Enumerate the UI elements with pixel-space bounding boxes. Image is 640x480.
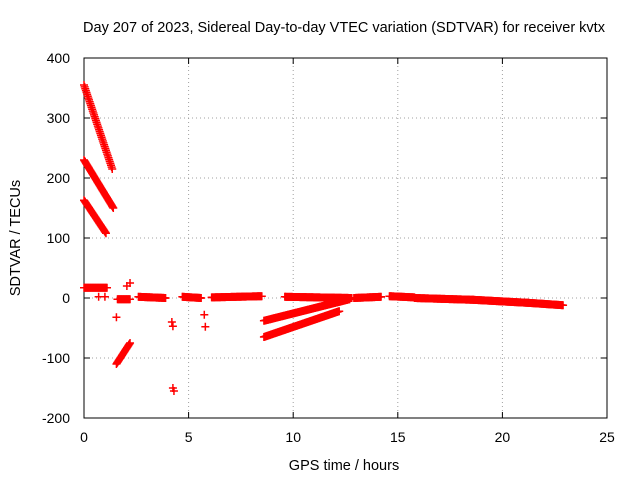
- data-point: [126, 339, 135, 347]
- data-point: [200, 310, 209, 319]
- y-tick-label: -200: [42, 410, 70, 426]
- data-point: [126, 279, 135, 287]
- y-tick-label: -100: [42, 350, 70, 366]
- x-tick-label: 5: [185, 429, 193, 445]
- y-tick-label: 100: [47, 230, 71, 246]
- x-tick-label: 20: [495, 429, 511, 445]
- series-pass-q: [523, 298, 568, 310]
- y-tick-label: 400: [47, 50, 71, 66]
- data-points: [80, 81, 568, 395]
- series-pass-g: [134, 292, 170, 302]
- data-point: [197, 294, 206, 302]
- data-point: [257, 292, 266, 301]
- data-point: [335, 307, 344, 316]
- chart-title: Day 207 of 2023, Sidereal Day-to-day VTE…: [83, 20, 606, 36]
- series-pass-k: [259, 307, 344, 341]
- series-pass-o: [410, 294, 478, 304]
- x-tick-label: 15: [390, 429, 406, 445]
- data-point: [345, 295, 354, 304]
- axis-ticks: [83, 57, 608, 419]
- series-pass-m: [349, 292, 386, 302]
- x-tick-label: 10: [285, 429, 301, 445]
- y-tick-label: 300: [47, 110, 71, 126]
- series-pass-i: [207, 292, 266, 302]
- series-pass-b: [80, 156, 118, 212]
- series-pass-p: [469, 295, 532, 307]
- series-pass-f: [113, 295, 135, 304]
- data-point: [161, 294, 170, 302]
- y-tick-labels: -200 -100 0 100 200 300 400: [42, 50, 70, 426]
- x-tick-labels: 0 5 10 15 20 25: [80, 429, 615, 445]
- data-point: [108, 165, 117, 173]
- series-pass-h: [178, 292, 206, 302]
- x-tick-label: 0: [80, 429, 88, 445]
- data-point: [559, 301, 568, 310]
- data-point: [126, 295, 135, 304]
- data-point: [103, 283, 112, 292]
- series-pass-n: [385, 292, 419, 302]
- data-point: [109, 204, 118, 212]
- grid: [84, 58, 607, 418]
- x-tick-label: 25: [599, 429, 615, 445]
- series-pass-d: [80, 283, 112, 292]
- data-point: [100, 292, 109, 301]
- data-point: [101, 229, 110, 238]
- series-pass-e: [112, 339, 135, 368]
- data-point: [377, 292, 386, 301]
- y-tick-label: 200: [47, 170, 71, 186]
- y-axis-label: SDTVAR / TECUs: [8, 180, 24, 296]
- series-pass-a: [80, 81, 117, 173]
- data-point: [167, 318, 176, 326]
- data-point: [169, 387, 178, 395]
- y-tick-label: 0: [62, 290, 70, 306]
- data-point: [201, 322, 210, 331]
- series-pass-c: [80, 196, 110, 238]
- data-point: [168, 322, 177, 331]
- data-point: [112, 313, 121, 322]
- x-axis-label: GPS time / hours: [289, 458, 399, 474]
- series-pass-l: [259, 295, 354, 325]
